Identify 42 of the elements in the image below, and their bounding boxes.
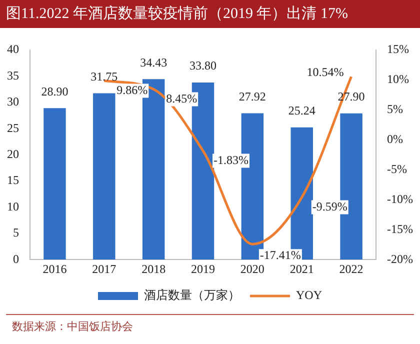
x-tick-label: 2021 [290,262,314,276]
x-tick-label: 2017 [92,262,116,276]
source-note: 数据来源：中国饭店协会 [6,314,414,334]
data-label: -17.41% [260,248,301,262]
y2-tick-label: 10% [387,72,410,86]
y2-tick-label: -20% [387,252,414,266]
y-tick-label: 40 [7,42,19,56]
legend-label: YOY [296,288,322,302]
x-tick-label: 2018 [142,262,166,276]
y2-tick-label: 0% [387,132,404,146]
y2-tick-label: 15% [387,42,410,56]
y-tick-label: 10 [7,199,19,214]
y-tick-label: 25 [7,120,19,135]
y-tick-label: 30 [7,94,19,109]
x-tick-label: 2016 [42,262,67,276]
y2-tick-label: -5% [387,162,408,176]
y-tick-label: 0 [13,252,19,266]
y2-tick-label: 5% [387,102,404,116]
data-label: 33.80 [190,58,217,73]
y2-tick-label: -15% [387,222,414,236]
data-label: 10.54% [306,64,344,79]
data-label: 25.24 [288,104,316,118]
bar [93,93,116,260]
y-tick-label: 20 [7,146,19,161]
x-tick-label: 2022 [339,262,364,276]
chart-title: 图11.2022 年酒店数量较疫情前（2019 年）出清 17% [0,0,420,28]
data-label: 27.92 [238,89,266,104]
bar [44,108,66,260]
data-label: -9.59% [312,199,348,214]
x-tick-label: 2019 [191,262,216,276]
data-label: 34.43 [140,55,168,70]
data-label: -1.83% [214,152,249,167]
y-tick-label: 35 [7,68,19,82]
y-tick-label: 5 [13,226,19,240]
y2-tick-label: -10% [387,192,414,206]
data-label: 8.45% [166,91,198,106]
data-label: 9.86% [116,82,148,97]
y-tick-label: 15 [7,173,19,188]
data-label: 28.90 [41,84,68,98]
x-tick-label: 2020 [240,262,264,276]
data-label: 31.75 [90,69,118,84]
legend-label: 酒店数量（万家） [144,288,240,302]
